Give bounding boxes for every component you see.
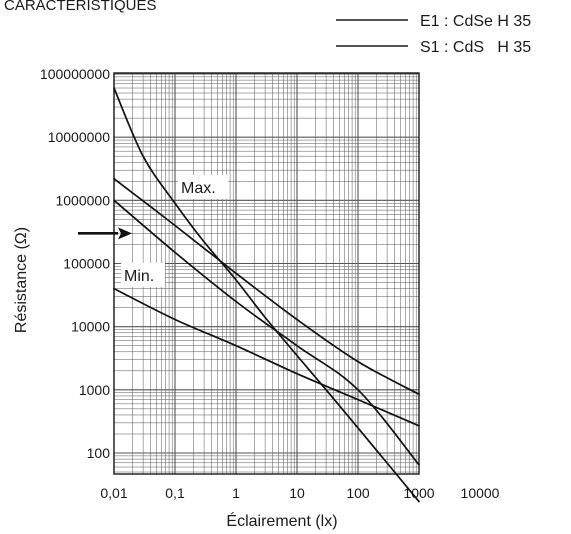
y-tick-label: 10000	[71, 319, 110, 335]
max-annotation: Max.	[178, 175, 228, 199]
arrow-head	[118, 227, 132, 240]
plot-frame	[113, 72, 420, 475]
x-tick-label: 0,01	[100, 485, 127, 501]
y-tick-label: 100	[87, 445, 111, 461]
x-tick-label: 1	[232, 485, 240, 501]
legend: E1 : CdSe H 35 S1 : CdS H 35	[336, 13, 531, 56]
series-line-1	[113, 87, 420, 503]
x-tick-label: 0,1	[165, 485, 185, 501]
x-tick-labels: 0,01 0,1 1 10 100 1000 10000	[100, 485, 499, 501]
series-line-3	[113, 177, 420, 396]
x-tick-label: 10	[289, 485, 305, 501]
min-label: Min.	[124, 268, 154, 285]
chart-title: CARACTÉRISTIQUES	[4, 0, 157, 14]
y-tick-label: 10000000	[48, 129, 111, 145]
series-line-4	[113, 287, 420, 427]
max-label-bg	[178, 175, 228, 199]
x-axis-title: Éclairement (lx)	[226, 511, 337, 530]
legend-label-s1: S1 : CdS H 35	[420, 39, 531, 56]
y-tick-label: 100000	[63, 256, 110, 272]
max-label: Max.	[181, 180, 216, 197]
min-annotation: Min.	[121, 263, 165, 287]
legend-label-e1: E1 : CdSe H 35	[420, 13, 531, 30]
grid-minor	[114, 73, 419, 474]
y-tick-label: 100000000	[40, 66, 110, 82]
y-tick-labels: 100 1000 10000 100000 1000000 10000000 1000000…	[40, 66, 110, 461]
y-axis-title: Résistance (Ω)	[13, 227, 30, 333]
min-label-bg	[121, 263, 165, 287]
series-line-2	[113, 199, 420, 466]
x-tick-label: 100	[346, 485, 370, 501]
x-tick-label: 1000	[403, 485, 434, 501]
y-tick-label: 1000000	[55, 192, 110, 208]
arrow-indicator	[78, 227, 132, 240]
y-tick-label: 1000	[79, 382, 110, 398]
series-lines	[113, 87, 420, 503]
x-tick-label: 10000	[461, 485, 500, 501]
